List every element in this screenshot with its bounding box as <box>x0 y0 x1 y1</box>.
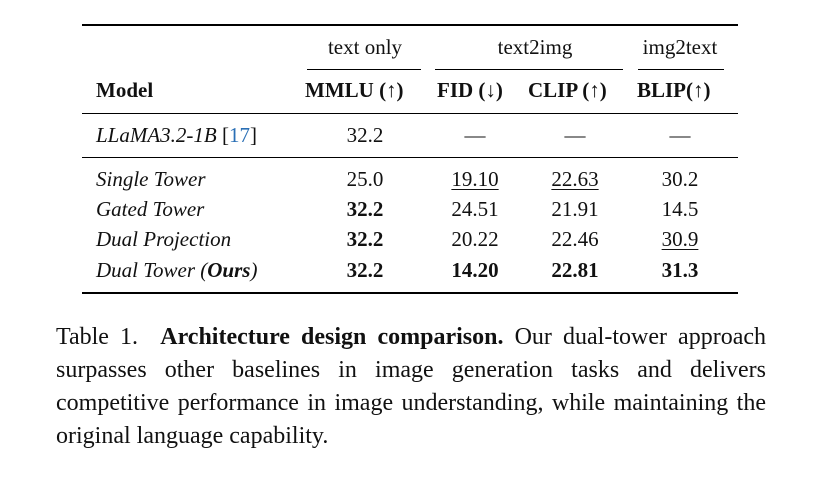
row-fid: 24.51 <box>451 197 499 221</box>
group-text-only-line <box>307 69 421 70</box>
row-blip: 30.9 <box>635 229 725 250</box>
row-model-name: Dual Tower (Ours) <box>96 260 257 281</box>
row-mmlu: 25.0 <box>346 167 384 191</box>
baseline-ref-close: ] <box>250 123 257 147</box>
row-fid: 14.20 <box>451 258 499 282</box>
group-text2img-line <box>435 69 623 70</box>
caption-label: Table 1. <box>56 324 139 350</box>
row-fid: 20.22 <box>451 227 499 251</box>
group-img2text-line <box>638 69 724 70</box>
header-clip: CLIP (↑) <box>528 78 607 102</box>
row-blip: 31.3 <box>661 258 699 282</box>
baseline-fid: — <box>464 123 486 147</box>
header-fid: FID (↓) <box>437 78 503 102</box>
group-img2text: img2text <box>642 35 718 59</box>
header-mmlu: MMLU (↑) <box>305 78 404 102</box>
row-model-name-text: Dual Tower ( <box>96 258 208 282</box>
baseline-blip: — <box>669 123 691 147</box>
row-clip: 21.91 <box>551 197 599 221</box>
row-model-name: Gated Tower <box>96 197 205 221</box>
baseline-ref[interactable]: 17 <box>229 123 250 147</box>
row-model-name: Dual Projection <box>96 227 232 251</box>
caption-title: Architecture design comparison. <box>160 324 504 350</box>
table-header-rule <box>82 113 738 114</box>
baseline-model-cell: LLaMA3.2-1B [17] <box>96 125 257 146</box>
ours-label: Ours <box>207 258 251 282</box>
baseline-ref-open: [ <box>216 123 229 147</box>
row-mmlu: 32.2 <box>346 197 384 221</box>
group-text2img: text2img <box>497 35 573 59</box>
table-caption: Table 1. Architecture design comparison.… <box>56 321 766 453</box>
row-model-name: Single Tower <box>96 167 206 191</box>
row-mmlu: 32.2 <box>346 258 384 282</box>
row-clip: 22.63 <box>525 169 625 190</box>
row-blip: 14.5 <box>661 197 699 221</box>
row-blip: 30.2 <box>661 167 699 191</box>
header-blip: BLIP(↑) <box>637 78 711 102</box>
row-mmlu: 32.2 <box>346 227 384 251</box>
header-model: Model <box>96 78 154 102</box>
row-clip: 22.46 <box>551 227 599 251</box>
baseline-model-name: LLaMA3.2-1B <box>96 123 217 147</box>
table-baseline-rule <box>82 157 738 158</box>
row-clip: 22.81 <box>551 258 599 282</box>
group-text-only: text only <box>327 35 403 59</box>
baseline-clip: — <box>564 123 586 147</box>
citation-link[interactable]: 17 <box>229 123 250 147</box>
second-best-clip: 22.63 <box>551 167 599 191</box>
second-best-blip: 30.9 <box>661 227 699 251</box>
baseline-mmlu: 32.2 <box>346 123 384 147</box>
caption-text: Our dual-tower approach surpasses other … <box>56 324 766 449</box>
row-model-name-close: ) <box>250 258 258 282</box>
table-bottom-rule <box>82 292 738 294</box>
table-top-rule <box>82 24 738 26</box>
row-fid: 19.10 <box>430 169 520 190</box>
second-best-fid: 19.10 <box>451 167 499 191</box>
